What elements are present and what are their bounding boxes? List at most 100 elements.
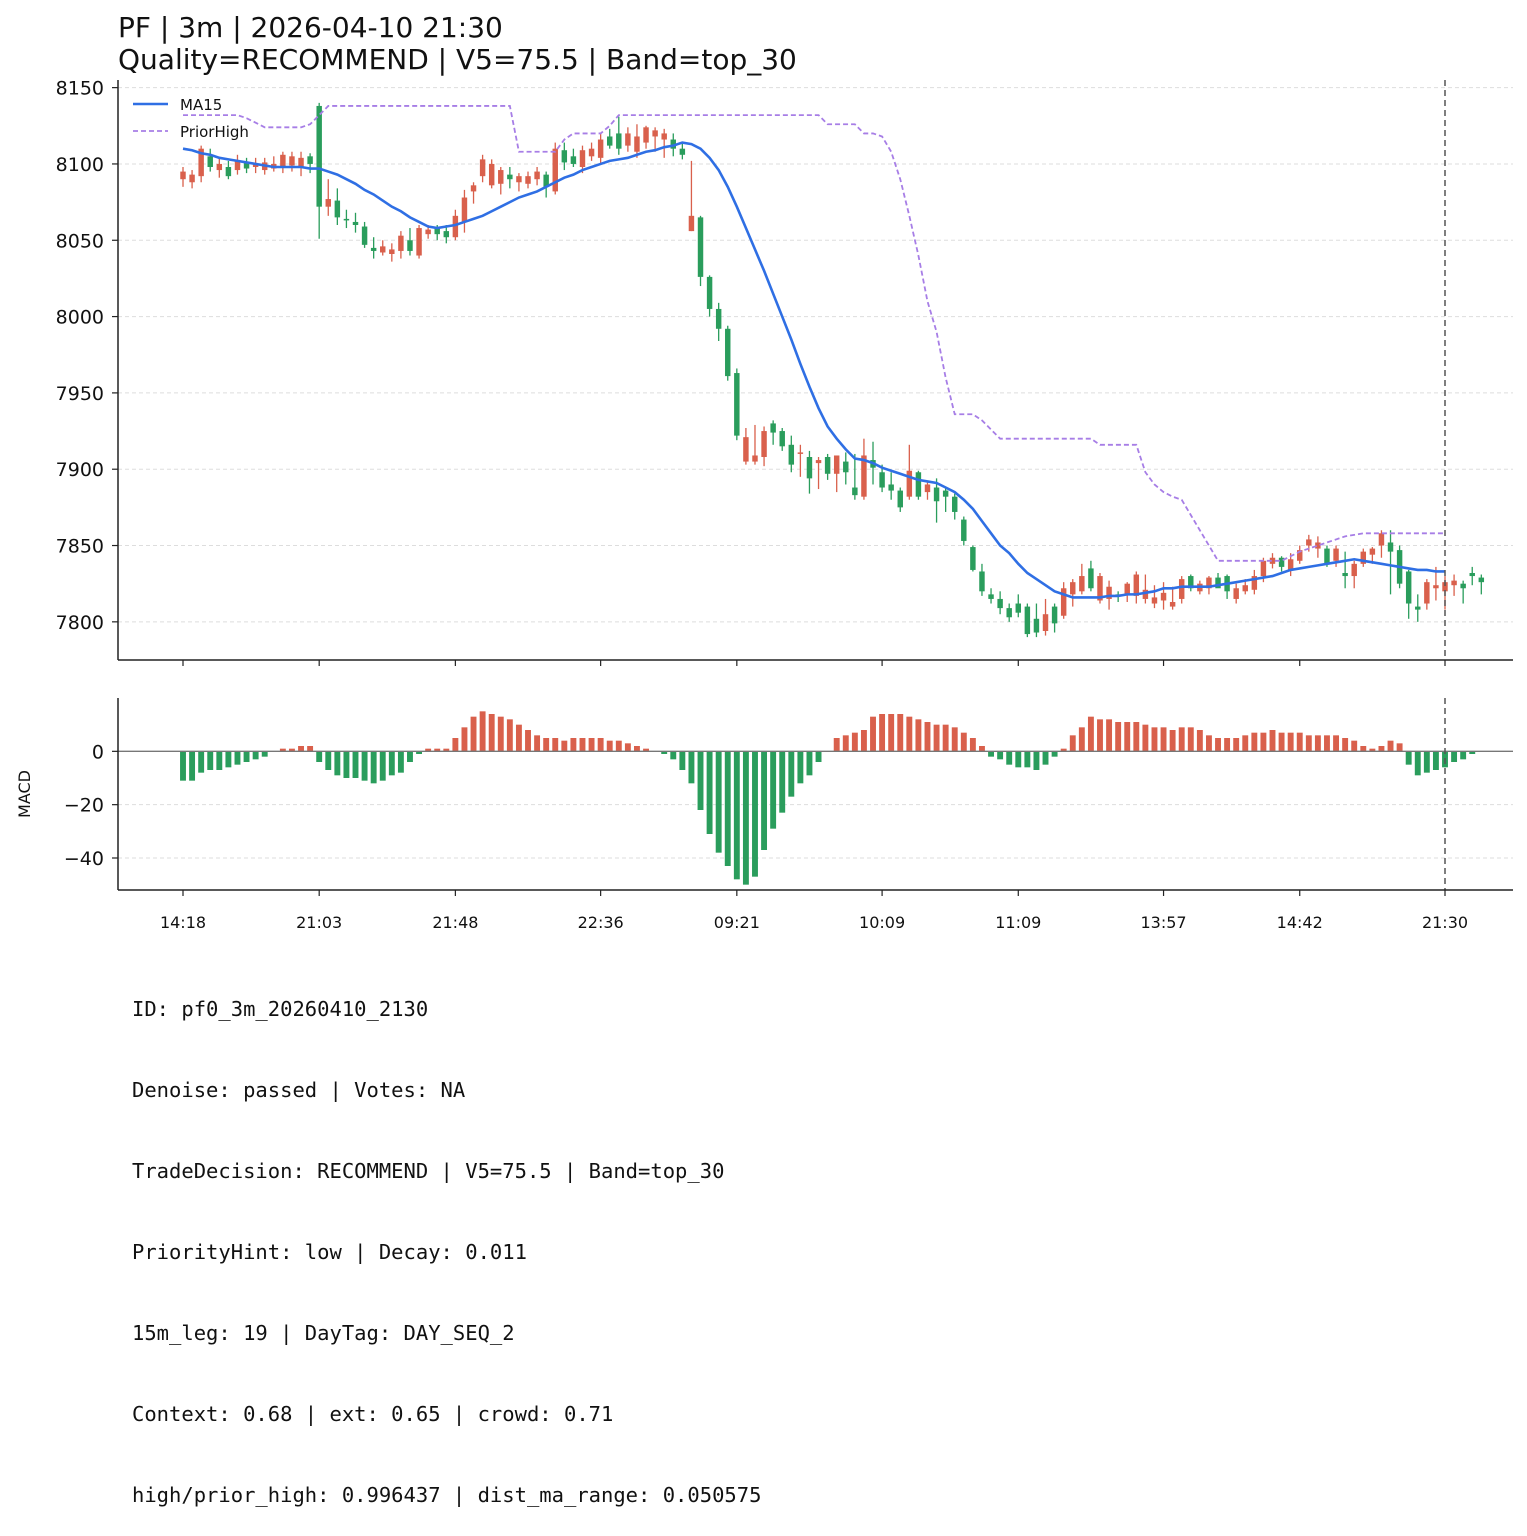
candle — [879, 464, 885, 493]
candle — [970, 545, 976, 572]
candle-body — [1351, 563, 1357, 577]
macd-bar — [688, 751, 695, 784]
xtick-label: 21:03 — [296, 913, 342, 932]
macd-bar — [343, 751, 350, 778]
candle-body — [1387, 542, 1394, 552]
candle — [1269, 553, 1276, 569]
macd-bar — [1305, 735, 1312, 752]
candle-body — [952, 496, 958, 512]
candle — [1188, 574, 1194, 592]
candle-body — [1079, 576, 1085, 592]
macd-bar — [1369, 748, 1376, 752]
candle-body — [897, 490, 903, 508]
candle-body — [1033, 618, 1040, 633]
macd-bar — [1051, 751, 1058, 757]
price-ytick-label: 7850 — [56, 536, 104, 558]
macd-bars — [180, 711, 1476, 885]
macd-bar — [643, 748, 649, 752]
candle — [1088, 560, 1094, 592]
candle-body — [1297, 550, 1303, 561]
candle-body — [1051, 606, 1058, 624]
candle — [1424, 579, 1430, 610]
candle — [625, 127, 631, 152]
candle-body — [470, 185, 477, 192]
candle — [1460, 580, 1466, 604]
candle-body — [1378, 533, 1385, 546]
candle — [298, 151, 304, 177]
candle-body — [343, 218, 350, 221]
candle — [1133, 571, 1140, 604]
candle-body — [1460, 583, 1466, 589]
macd-bar — [288, 748, 295, 752]
candle — [1015, 594, 1022, 618]
candle — [180, 167, 186, 187]
macd-bar — [1432, 751, 1439, 770]
macd-bar — [733, 751, 740, 880]
macd-bar — [606, 740, 613, 752]
macd-bar — [1469, 751, 1476, 754]
candle-body — [407, 240, 413, 251]
candle-body — [1269, 557, 1276, 564]
candle — [352, 212, 359, 233]
candle-body — [316, 105, 322, 207]
candle-body — [198, 148, 204, 177]
grid-lines — [118, 87, 1513, 859]
macd-bar — [261, 751, 268, 757]
candle-body — [507, 174, 513, 180]
candle — [307, 153, 313, 174]
candle-body — [243, 162, 250, 169]
macd-ytick-label: 0 — [92, 741, 104, 763]
price-ytick-label: 8100 — [56, 154, 104, 176]
macd-bar — [470, 716, 477, 752]
candle-body — [1360, 551, 1367, 564]
macd-bar — [1224, 738, 1231, 752]
info-line-ratios: high/prior_high: 0.996437 | dist_ma_rang… — [132, 1483, 762, 1507]
candle — [1160, 582, 1167, 610]
candle — [361, 221, 368, 248]
candle-body — [906, 470, 913, 497]
candle — [661, 128, 667, 158]
candle-body — [843, 461, 849, 473]
candle-body — [715, 308, 722, 329]
macd-bar — [770, 751, 777, 829]
candle — [1051, 603, 1058, 633]
macd-ytick-label: −40 — [64, 848, 104, 870]
candle-body — [970, 547, 976, 570]
candle — [997, 591, 1003, 615]
macd-bar — [1033, 751, 1040, 770]
candle-body — [180, 171, 186, 180]
macd-bar — [1278, 732, 1285, 752]
candle — [734, 368, 740, 441]
candle-body — [997, 598, 1003, 609]
candle-body — [933, 487, 940, 502]
macd-bar — [634, 746, 640, 752]
macd-bar — [216, 751, 223, 770]
candle — [507, 167, 513, 189]
macd-bar — [189, 751, 196, 781]
candle — [606, 128, 613, 149]
candle-body — [1469, 573, 1475, 577]
prior-high-line — [183, 105, 1445, 562]
macd-bar — [298, 746, 304, 752]
macd-bar — [951, 727, 958, 752]
macd-bar — [906, 716, 913, 752]
candle-body — [461, 197, 468, 222]
candle-body — [234, 160, 241, 171]
macd-bar — [1087, 716, 1094, 752]
candle-body — [534, 171, 540, 180]
candle-body — [1415, 606, 1421, 610]
macd-bar — [1387, 740, 1394, 752]
macd-bar — [334, 751, 341, 776]
info-line-priority: PriorityHint: low | Decay: 0.011 — [132, 1240, 527, 1264]
candle-body — [643, 127, 649, 143]
candle — [679, 142, 686, 160]
candle-body — [1160, 592, 1167, 601]
macd-bar — [1151, 727, 1158, 752]
macd-bar — [579, 738, 586, 752]
candle-body — [416, 228, 422, 256]
candle — [1378, 530, 1385, 558]
candle-body — [797, 452, 804, 454]
macd-bar — [761, 751, 768, 850]
macd-bar — [325, 751, 332, 770]
candle — [252, 157, 259, 174]
